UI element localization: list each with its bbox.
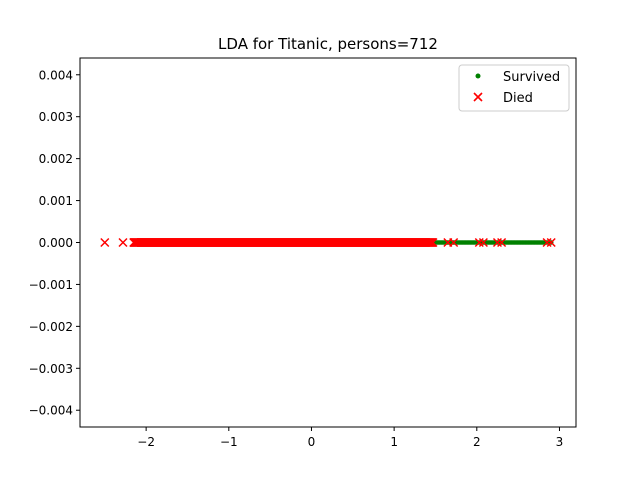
y-tick-label: −0.003 — [29, 362, 73, 376]
legend-died-label: Died — [503, 91, 533, 106]
chart-title: LDA for Titanic, persons=712 — [218, 35, 438, 53]
x-tick-label: 1 — [390, 435, 398, 449]
y-tick-label: 0.004 — [39, 68, 73, 82]
plot-area — [79, 57, 577, 428]
died-point — [546, 237, 556, 248]
y-axis: −0.004 −0.003 −0.002 −0.001 0.000 0.001 0.002 0… — [29, 68, 80, 418]
y-tick-label: 0.002 — [39, 152, 73, 166]
y-tick-label: 0.001 — [39, 194, 73, 208]
died-point — [428, 237, 438, 248]
legend: Survived Died — [458, 64, 570, 112]
died-point — [449, 237, 459, 248]
died-point — [474, 237, 484, 248]
legend-survived-marker — [475, 73, 481, 79]
legend-died-marker — [473, 92, 483, 102]
legend-box — [458, 64, 570, 112]
died-point — [478, 237, 488, 248]
died-point — [497, 237, 507, 248]
x-tick-label: −2 — [137, 435, 155, 449]
died-point — [542, 237, 552, 248]
died-point — [100, 237, 110, 248]
y-tick-label: −0.004 — [29, 404, 73, 418]
x-tick-label: −1 — [220, 435, 238, 449]
died-point — [118, 237, 128, 248]
legend-survived-label: Survived — [503, 70, 560, 85]
x-tick-label: 3 — [556, 435, 564, 449]
died-point — [492, 237, 502, 248]
y-tick-label: 0.003 — [39, 110, 73, 124]
x-tick-label: 0 — [308, 435, 316, 449]
x-axis: −2 −1 0 1 2 3 — [137, 427, 563, 449]
y-tick-label: −0.002 — [29, 320, 73, 334]
y-tick-label: 0.000 — [39, 236, 73, 250]
y-tick-label: −0.001 — [29, 278, 73, 292]
x-tick-label: 2 — [473, 435, 481, 449]
